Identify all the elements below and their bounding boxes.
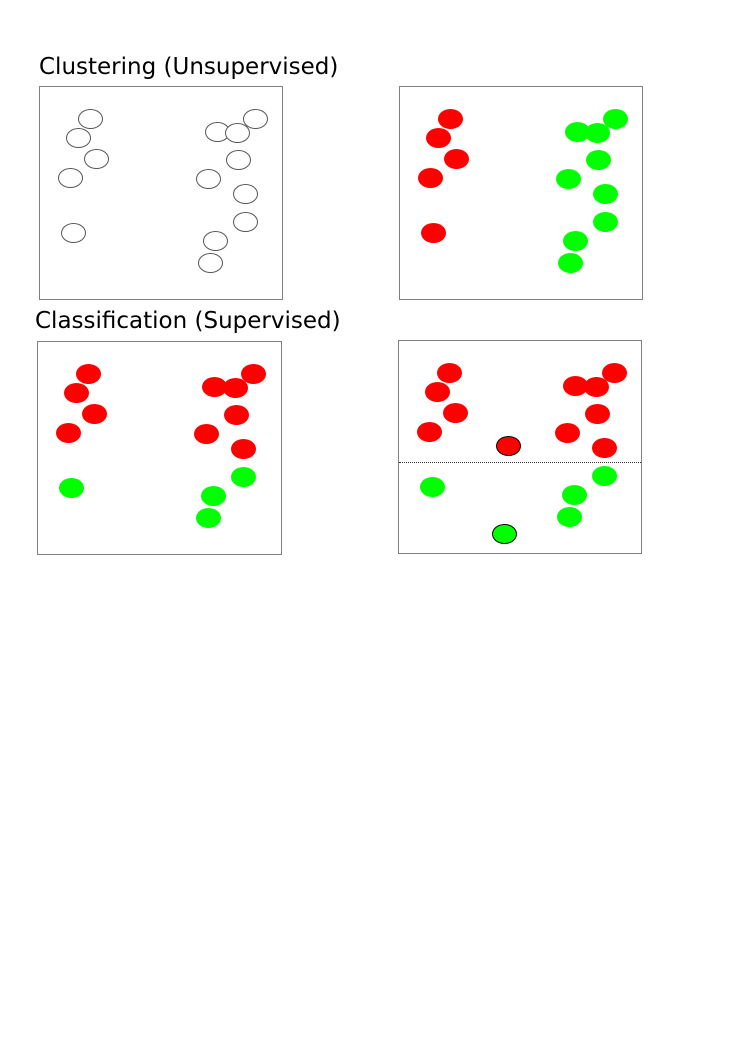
unlabeled-point	[242, 109, 268, 129]
unlabeled-point	[57, 168, 83, 188]
green-point	[592, 184, 618, 204]
unlabeled-point	[224, 123, 250, 143]
red-point	[562, 376, 588, 396]
green-point	[564, 122, 590, 142]
red-point	[601, 363, 627, 383]
unlabeled-point	[225, 150, 251, 170]
red-point	[417, 168, 443, 188]
red-point	[240, 364, 266, 384]
unlabeled-points-panel	[39, 86, 283, 300]
red-point	[63, 383, 89, 403]
red-point	[591, 438, 617, 458]
unlabeled-point	[202, 231, 228, 251]
red-point	[420, 223, 446, 243]
red-point	[583, 377, 609, 397]
green-point	[555, 169, 581, 189]
unlabeled-point	[60, 223, 86, 243]
red-point	[436, 363, 462, 383]
green-point	[58, 478, 84, 498]
red-point	[442, 403, 468, 423]
labeled-training-points-panel	[37, 341, 282, 555]
red-point	[437, 109, 463, 129]
green-point	[584, 123, 610, 143]
clustered-points-panel	[399, 86, 643, 300]
green-point	[230, 467, 256, 487]
unlabeled-point	[232, 184, 258, 204]
green-point	[562, 231, 588, 251]
red-point	[81, 404, 107, 424]
red-point	[584, 404, 610, 424]
new-red-point	[495, 436, 521, 456]
green-point	[195, 508, 221, 528]
unlabeled-point	[195, 169, 221, 189]
green-point	[561, 485, 587, 505]
green-point	[602, 109, 628, 129]
classification-boundary-panel	[398, 340, 642, 554]
green-point	[557, 253, 583, 273]
red-point	[424, 382, 450, 402]
red-point	[222, 378, 248, 398]
new-green-point	[491, 524, 517, 544]
red-point	[193, 424, 219, 444]
unlabeled-point	[232, 212, 258, 232]
green-point	[200, 486, 226, 506]
red-point	[55, 423, 81, 443]
clustering-heading: Clustering (Unsupervised)	[39, 54, 339, 80]
green-point	[556, 507, 582, 527]
red-point	[75, 364, 101, 384]
decision-boundary-line	[399, 462, 641, 463]
red-point	[230, 439, 256, 459]
red-point	[425, 128, 451, 148]
unlabeled-point	[197, 253, 223, 273]
red-point	[443, 149, 469, 169]
green-point	[419, 477, 445, 497]
unlabeled-point	[83, 149, 109, 169]
green-point	[585, 150, 611, 170]
red-point	[554, 423, 580, 443]
unlabeled-point	[65, 128, 91, 148]
red-point	[223, 405, 249, 425]
unlabeled-point	[77, 109, 103, 129]
classification-heading: Classification (Supervised)	[35, 308, 341, 334]
red-point	[416, 422, 442, 442]
green-point	[591, 466, 617, 486]
green-point	[592, 212, 618, 232]
red-point	[201, 377, 227, 397]
